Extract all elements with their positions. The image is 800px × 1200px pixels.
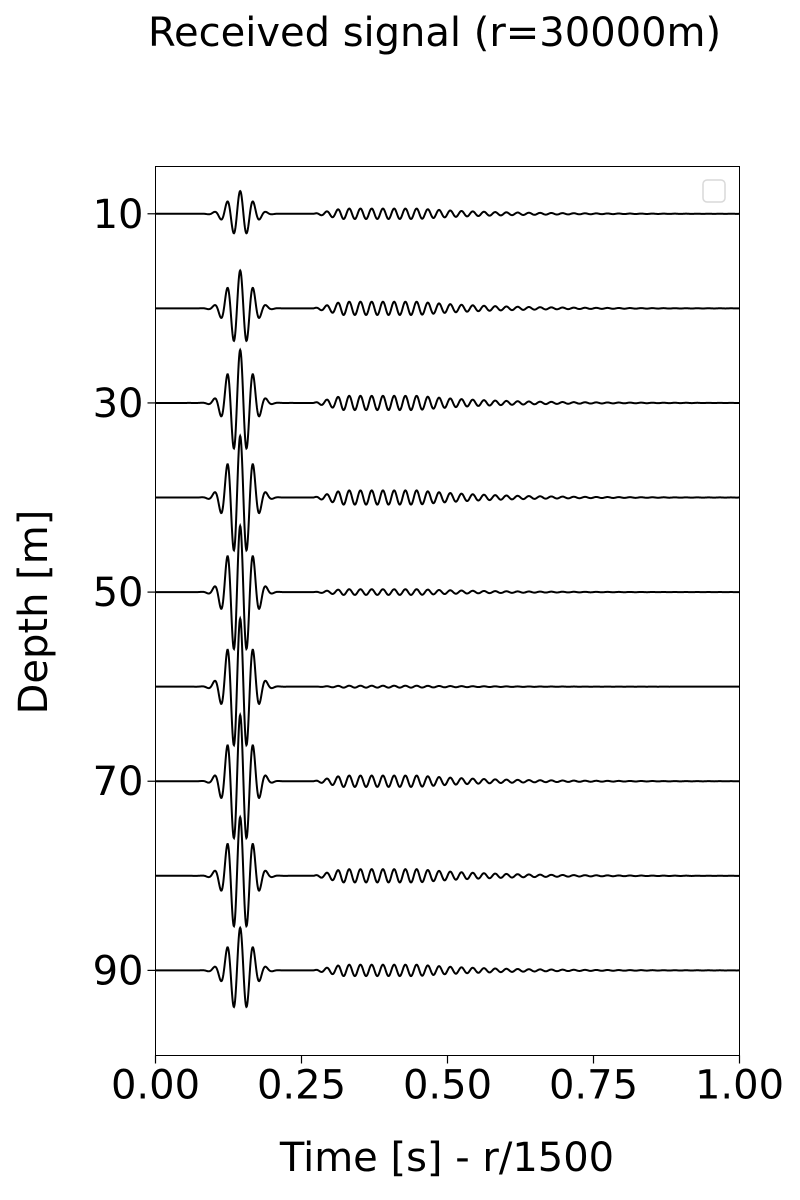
legend-box bbox=[702, 179, 726, 203]
trace-depth-30 bbox=[155, 347, 740, 451]
trace-depth-10 bbox=[155, 189, 740, 235]
y-tick-label-4: 90 bbox=[93, 948, 144, 994]
trace-depth-90 bbox=[155, 925, 740, 1009]
trace-depth-40 bbox=[155, 433, 740, 553]
y-tick-label-2: 50 bbox=[93, 570, 144, 616]
y-ticks-group: 10 30 50 70 90 bbox=[93, 192, 156, 994]
x-tick-label-3: 0.75 bbox=[549, 1063, 638, 1109]
x-tick-label-2: 0.50 bbox=[403, 1063, 492, 1109]
y-tick-label-1: 30 bbox=[93, 381, 144, 427]
y-tick-label-3: 70 bbox=[93, 759, 144, 805]
x-tick-label-4: 1.00 bbox=[695, 1063, 784, 1109]
x-ticks-group: 0.00 0.25 0.50 0.75 1.00 bbox=[111, 1055, 784, 1109]
x-tick-label-0: 0.00 bbox=[111, 1063, 200, 1109]
chart-title: Received signal (r=30000m) bbox=[148, 10, 722, 56]
traces-group bbox=[155, 189, 740, 1009]
trace-depth-70 bbox=[155, 711, 740, 841]
trace-depth-80 bbox=[155, 814, 740, 929]
trace-depth-50 bbox=[155, 522, 740, 652]
trace-depth-60 bbox=[155, 615, 740, 748]
x-tick-label-1: 0.25 bbox=[257, 1063, 346, 1109]
x-axis-label: Time [s] - r/1500 bbox=[279, 1135, 615, 1181]
y-tick-label-0: 10 bbox=[93, 192, 144, 238]
trace-depth-20 bbox=[155, 268, 740, 343]
